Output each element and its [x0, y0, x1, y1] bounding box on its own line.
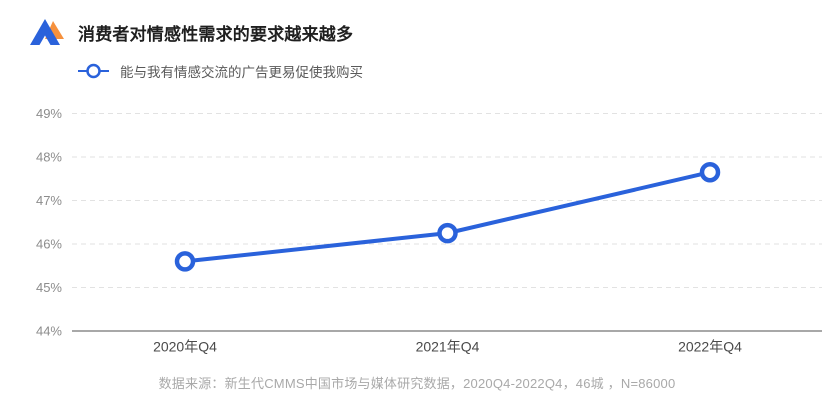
page-title: 消费者对情感性需求的要求越来越多: [78, 25, 354, 44]
legend-series-label: 能与我有情感交流的广告更易促使我购买: [120, 64, 363, 80]
y-axis-tick-label: 48%: [36, 150, 62, 165]
x-axis-tick-label: 2021年Q4: [416, 339, 480, 355]
y-axis-tick-label: 45%: [36, 280, 62, 295]
y-axis-tick-label: 46%: [36, 237, 62, 252]
brand-logo-icon: [30, 17, 68, 48]
mountain-logo-icon: [30, 19, 64, 45]
x-axis-tick-label: 2020年Q4: [153, 339, 217, 355]
y-axis-tick-label: 44%: [36, 324, 62, 339]
data-point-marker: [174, 251, 196, 272]
series-line: [183, 170, 712, 264]
data-point-marker: [437, 222, 458, 244]
legend-line-marker-icon: [78, 63, 109, 79]
x-axis-tick-label: 2022年Q4: [678, 339, 742, 355]
line-chart: 44% 45% 46% 47% 48% 49% 2020年Q4 2021年Q4 2022年Q4: [36, 106, 822, 355]
y-axis-tick-label: 49%: [36, 106, 62, 121]
y-axis-tick-label: 47%: [36, 193, 62, 208]
legend: 能与我有情感交流的广告更易促使我购买: [78, 62, 363, 80]
chart-header: 消费者对情感性需求的要求越来越多: [30, 17, 353, 48]
data-source-note: 数据来源：新生代CMMS中国市场与媒体研究数据，2020Q4-2022Q4，46…: [158, 376, 676, 391]
data-point-marker: [699, 161, 721, 183]
